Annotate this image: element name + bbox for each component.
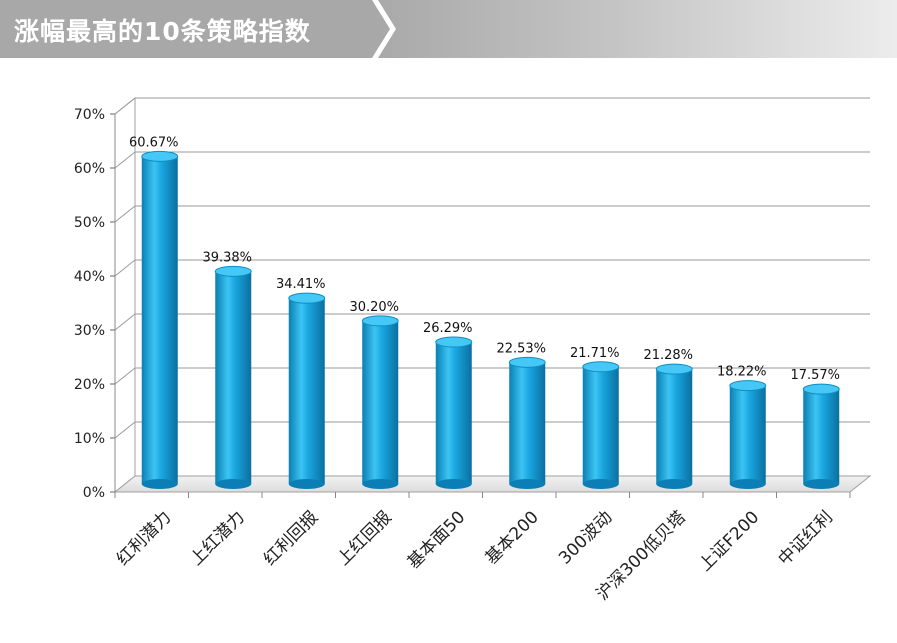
bar-body — [582, 366, 619, 484]
bar-top — [582, 361, 620, 373]
bar-top — [508, 356, 546, 368]
y-tick-label: 60% — [74, 161, 105, 177]
bar-base — [656, 479, 693, 489]
bar-body — [509, 362, 546, 484]
bar-body — [656, 369, 693, 484]
data-label: 30.20% — [349, 300, 399, 315]
data-label: 17.57% — [790, 368, 840, 383]
y-tick-label: 40% — [74, 269, 105, 285]
bar-top — [141, 150, 179, 162]
data-label: 60.67% — [129, 135, 179, 150]
bar-top — [361, 315, 399, 327]
title-banner: 涨幅最高的10条策略指数 — [0, 0, 897, 58]
bar-base — [582, 479, 619, 489]
x-category-label: 300波动 — [555, 507, 616, 568]
x-category-label: 基本面50 — [404, 507, 470, 573]
bar-base — [803, 479, 840, 489]
bar-base — [362, 479, 399, 489]
bar-body — [141, 156, 178, 484]
bar-base — [141, 479, 178, 489]
x-category-label: 上红回报 — [334, 507, 396, 569]
bar-base — [509, 479, 546, 489]
bar-base — [288, 479, 325, 489]
data-label: 21.71% — [570, 346, 620, 361]
bar — [508, 356, 546, 489]
bar-top — [802, 383, 840, 395]
x-category-label: 红利潜力 — [113, 507, 175, 569]
bar-top — [288, 292, 326, 304]
bar — [802, 383, 840, 489]
x-category-label: 基本200 — [482, 507, 543, 568]
gridline-side — [114, 421, 136, 439]
bar-base — [729, 479, 766, 489]
y-tick-label: 70% — [74, 107, 105, 123]
bar — [361, 315, 399, 489]
bar — [655, 363, 693, 489]
gridline-side — [114, 313, 136, 331]
bar — [435, 336, 473, 489]
data-label: 18.22% — [717, 365, 767, 380]
side-wall — [114, 96, 136, 494]
page-title: 涨幅最高的10条策略指数 — [14, 17, 311, 46]
bar-base — [215, 479, 252, 489]
gridline-side — [114, 367, 136, 385]
gridline-side — [114, 151, 136, 169]
bar — [214, 265, 252, 489]
bar-chart: 0% 10% 20% 30% 40% 50% 60% 70% 60.67% 红利潜力 39.38% 上… — [74, 96, 872, 605]
data-label: 22.53% — [496, 341, 546, 356]
data-label: 34.41% — [276, 277, 326, 292]
bar-top — [214, 265, 252, 277]
y-tick-label: 30% — [74, 323, 105, 339]
x-category-label: 中证红利 — [775, 507, 837, 569]
bar — [288, 292, 326, 489]
bar-top — [435, 336, 473, 348]
title-banner-shape — [0, 0, 897, 58]
bar-body — [803, 389, 840, 484]
data-label: 26.29% — [423, 321, 473, 336]
gridline-side — [114, 97, 136, 115]
bar-top — [729, 380, 767, 392]
bar — [141, 150, 179, 489]
x-category-label: 上证F200 — [695, 507, 763, 575]
gridline-side — [114, 259, 136, 277]
x-category-label: 红利回报 — [260, 507, 322, 569]
bar-base — [435, 479, 472, 489]
bar-body — [729, 385, 766, 484]
bar-body — [288, 298, 325, 484]
y-tick-label: 50% — [74, 215, 105, 231]
bar-top — [655, 363, 693, 375]
data-label: 39.38% — [202, 250, 252, 265]
bar-body — [362, 320, 399, 484]
bar-body — [215, 271, 252, 484]
x-category-label: 上红潜力 — [187, 507, 249, 569]
bar — [582, 361, 620, 489]
data-label: 21.28% — [643, 348, 693, 363]
y-tick-label: 0% — [83, 485, 105, 501]
bar — [729, 380, 767, 489]
gridline-side — [114, 205, 136, 223]
y-tick-label: 20% — [74, 377, 105, 393]
bar-body — [435, 342, 472, 484]
y-tick-label: 10% — [74, 431, 105, 447]
